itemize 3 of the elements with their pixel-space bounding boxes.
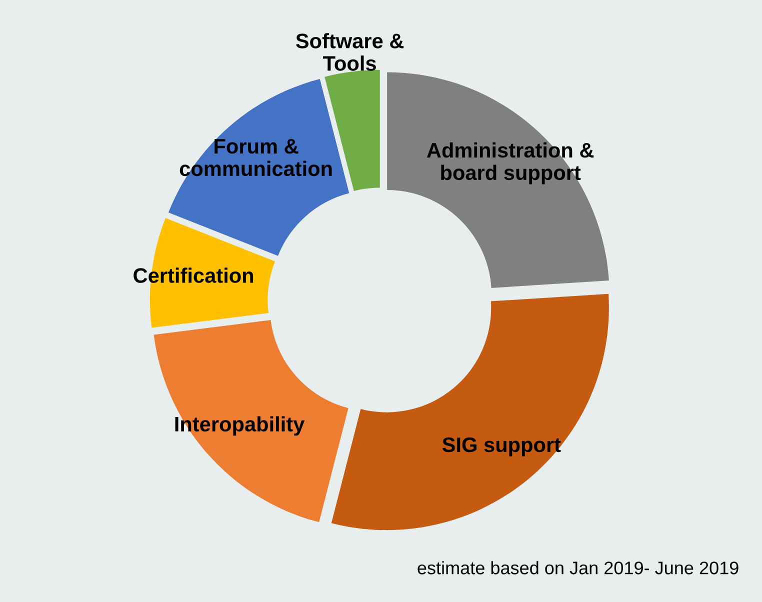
slice-label: SIG support (442, 437, 561, 456)
slice-label: Software & Tools (296, 33, 404, 71)
text: estimate based on Jan 2019- June 2019 (418, 561, 738, 574)
